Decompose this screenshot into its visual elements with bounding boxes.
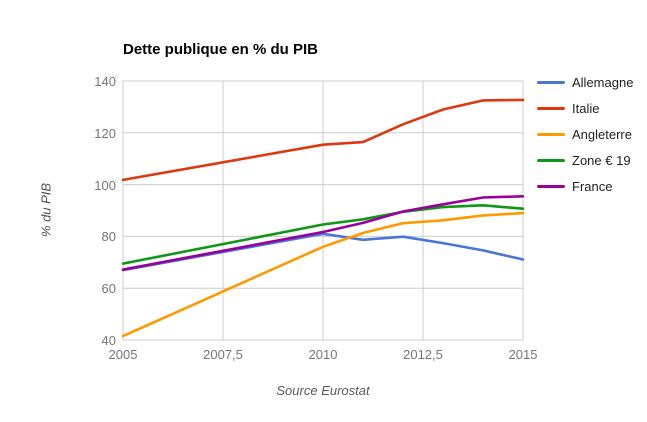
legend-label: Angleterre: [572, 126, 632, 142]
x-tick-label: 2015: [508, 347, 538, 362]
series-line-allemagne: [121, 232, 525, 272]
legend-line-swatch: [537, 132, 565, 136]
series-line-france: [121, 195, 525, 271]
legend-item-italie: Italie: [537, 95, 633, 121]
legend-label: Allemagne: [572, 74, 634, 90]
legend-item-zone-19: Zone € 19: [537, 147, 633, 173]
legend-item-angleterre: Angleterre: [537, 121, 633, 147]
x-tick-label: 2012,5: [403, 347, 443, 362]
y-tick-label: 120: [94, 125, 116, 141]
x-tick-label: 2005: [108, 347, 138, 362]
series-line-angleterre: [121, 211, 525, 338]
legend-line-swatch: [537, 106, 565, 110]
legend-item-france: France: [537, 173, 633, 199]
y-tick-label: 40: [101, 333, 116, 348]
y-tick-label: 80: [101, 229, 116, 245]
legend-line-swatch: [537, 184, 565, 188]
source-caption: Source Eurostat: [276, 383, 370, 398]
chart-title: Dette publique en % du PIB: [123, 41, 319, 58]
legend: Allemagne Italie Angleterre Zone € 19 France: [537, 69, 633, 199]
legend-label: Italie: [572, 100, 600, 116]
plot-border: [122, 80, 524, 341]
x-tick-label: 2010: [308, 347, 338, 362]
legend-line-swatch: [537, 80, 565, 84]
y-tick-label: 60: [101, 281, 116, 297]
y-tick-label: 100: [94, 177, 116, 193]
legend-item-allemagne: Allemagne: [537, 69, 633, 95]
series-line-italie: [121, 98, 525, 182]
y-tick-label: 140: [94, 74, 116, 89]
legend-label: Zone € 19: [572, 152, 631, 168]
legend-line-swatch: [537, 158, 565, 162]
x-tick-label: 2007,5: [203, 347, 243, 362]
legend-label: France: [572, 178, 613, 194]
